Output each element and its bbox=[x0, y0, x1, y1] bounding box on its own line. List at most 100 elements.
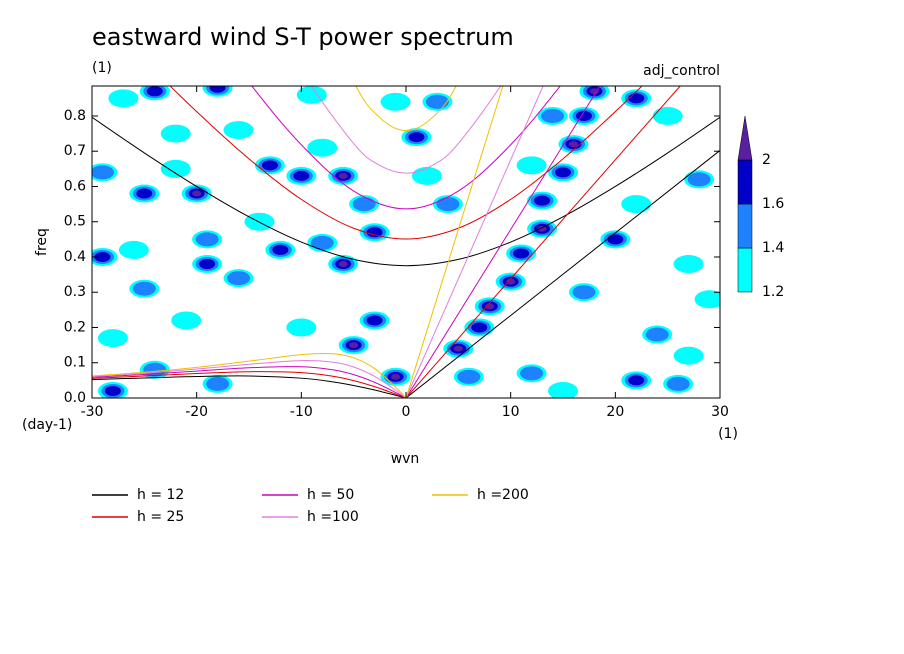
subtitle: (1) bbox=[92, 60, 112, 76]
contour-blob bbox=[293, 170, 310, 181]
contour-blob bbox=[146, 86, 163, 97]
dispersion-curve bbox=[405, 150, 720, 398]
colorbar-segment bbox=[737, 115, 753, 161]
contour-blob bbox=[568, 141, 578, 148]
x-tick-label: -30 bbox=[81, 404, 104, 420]
dispersion-curve bbox=[169, 86, 643, 240]
contour-blob bbox=[118, 240, 149, 259]
dispersion-curve bbox=[355, 86, 457, 132]
x-tick-label: 0 bbox=[402, 404, 411, 420]
contour-blob bbox=[520, 366, 544, 381]
colorbar-label: 1.4 bbox=[762, 240, 784, 256]
contour-blob bbox=[307, 138, 338, 157]
contour-blob bbox=[171, 311, 202, 330]
y-tick-label: 0.5 bbox=[64, 214, 86, 230]
y-tick-label: 0.0 bbox=[64, 390, 86, 406]
contour-blob bbox=[192, 190, 202, 197]
dispersion-curve bbox=[405, 86, 601, 398]
colorbar-label: 2 bbox=[762, 152, 771, 168]
y-tick-label: 0.8 bbox=[64, 108, 86, 124]
contour-blob bbox=[687, 172, 711, 187]
contour-blob bbox=[366, 315, 383, 326]
contour-blob bbox=[457, 369, 481, 384]
colorbar-segment bbox=[737, 247, 753, 293]
contour-blob bbox=[666, 376, 690, 391]
legend-label: h = 50 bbox=[307, 487, 354, 503]
dispersion-curve bbox=[405, 86, 504, 398]
contour-blob bbox=[349, 342, 359, 349]
contour-blob bbox=[534, 195, 551, 206]
contour-blob bbox=[227, 271, 251, 286]
dispersion-curve bbox=[92, 375, 407, 398]
contour-blob bbox=[425, 94, 449, 109]
y-tick-label: 0.2 bbox=[64, 319, 86, 335]
contour-blob bbox=[411, 166, 442, 185]
contour-blob bbox=[673, 346, 704, 365]
y-tick-label: 0.1 bbox=[64, 355, 86, 371]
contour-blob bbox=[199, 259, 216, 270]
contour-blob bbox=[471, 322, 488, 333]
legend-label: h = 25 bbox=[137, 509, 184, 525]
contour-blob bbox=[310, 235, 334, 250]
contour-blob bbox=[572, 285, 596, 300]
legend: h = 12 h = 25 h = 50 h =100 h =200 bbox=[92, 487, 529, 525]
colorbar-label: 1.2 bbox=[762, 284, 784, 300]
y-tick-label: 0.7 bbox=[64, 143, 86, 159]
contour-blob bbox=[506, 278, 516, 285]
legend-label: h =200 bbox=[477, 487, 529, 503]
contour-blob bbox=[380, 92, 411, 111]
dispersion-curve bbox=[92, 116, 720, 267]
x-tick-label: -10 bbox=[290, 404, 313, 420]
legend-label: h =100 bbox=[307, 509, 359, 525]
contour-blob bbox=[108, 89, 139, 108]
dispersion-curve bbox=[405, 86, 681, 398]
contour-blob bbox=[694, 290, 720, 309]
legend-label: h = 12 bbox=[137, 487, 184, 503]
dispersion-curve bbox=[251, 86, 561, 210]
contour-blob bbox=[338, 261, 348, 268]
contour-blob bbox=[537, 225, 547, 232]
contour-blob bbox=[206, 376, 230, 391]
contour-blob bbox=[645, 327, 669, 342]
dispersion-curve bbox=[92, 366, 407, 398]
dispersion-curve bbox=[405, 86, 544, 398]
contour-blob bbox=[223, 121, 254, 140]
colorbar-segment bbox=[737, 203, 753, 249]
contour-blob bbox=[555, 167, 571, 178]
contour-blob bbox=[195, 232, 219, 247]
y-unit-label: (day-1) bbox=[22, 417, 72, 433]
contour-blob bbox=[628, 93, 645, 104]
annotation: adj_control bbox=[643, 63, 720, 79]
contour-field bbox=[92, 86, 720, 398]
contour-blob bbox=[589, 88, 599, 95]
contour-blob bbox=[513, 248, 530, 259]
dispersion-curve bbox=[92, 360, 407, 398]
contour-blob bbox=[652, 106, 683, 125]
contour-blob bbox=[621, 195, 652, 214]
contour-blob bbox=[261, 160, 278, 171]
x-tick-label: 10 bbox=[502, 404, 520, 420]
contour-blob bbox=[516, 156, 547, 175]
contour-blob bbox=[391, 373, 401, 380]
contour-blob bbox=[104, 385, 121, 396]
colorbar-label: 1.6 bbox=[762, 196, 784, 212]
contour-blob bbox=[209, 86, 226, 93]
contour-blob bbox=[296, 86, 327, 104]
contour-blob bbox=[548, 381, 578, 398]
dispersion-curve bbox=[310, 86, 502, 174]
contour-blob bbox=[136, 188, 153, 199]
x-unit-label: (1) bbox=[718, 426, 738, 442]
dispersion-curve bbox=[92, 352, 407, 398]
colorbar-segment bbox=[737, 159, 753, 205]
contour-blob bbox=[338, 172, 348, 179]
y-tick-label: 0.4 bbox=[64, 249, 86, 265]
contour-blob bbox=[286, 318, 317, 337]
x-tick-label: -20 bbox=[185, 404, 208, 420]
y-axis-label: freq bbox=[34, 228, 50, 256]
contour-blob bbox=[541, 108, 565, 123]
contour-blob bbox=[453, 345, 463, 352]
y-tick-label: 0.3 bbox=[64, 284, 86, 300]
x-axis-label: wvn bbox=[391, 451, 420, 467]
contour-blob bbox=[92, 165, 114, 180]
